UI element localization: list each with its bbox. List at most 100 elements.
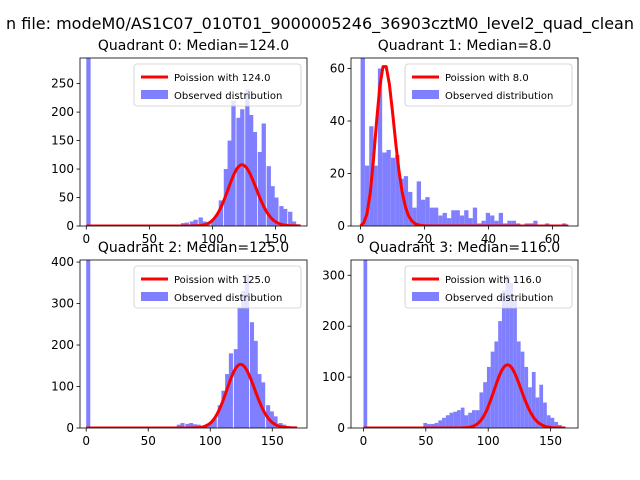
histogram-bar [539,384,544,428]
histogram-bar [237,307,242,428]
legend-label-poisson: Poission with 116.0 [445,275,541,286]
histogram-bar [270,186,275,226]
histogram-bar [248,114,254,226]
histogram-bar [505,275,510,428]
histogram-bar [490,215,495,226]
histogram-bar [546,415,551,428]
histogram-bar [485,212,491,226]
histogram-bar [442,212,447,226]
histogram-bar [189,221,195,226]
legend: Poission with 124.0 Observed distribution [133,63,302,107]
quadrant-0-panel: 0 50 100 150 0 50 100 150 200 250 Poission with 12… [51,38,308,246]
histogram-bar [479,392,484,428]
legend-label-observed: Observed distribution [445,293,553,304]
y-tick-label: 0 [66,219,74,233]
histogram-bar [494,220,499,226]
histogram-bar [403,176,409,226]
histogram-bar [269,411,274,428]
histogram-bar [550,417,555,428]
histogram-bar [180,423,185,428]
histogram-bar [257,151,263,226]
histogram-bar [490,351,495,428]
histogram-bar [433,207,439,226]
histogram-bar [245,89,250,226]
histogram-bar [408,191,413,226]
histogram-bar [412,207,417,226]
suptitle: n file: modeM0/AS1C07_010T01_9000005246_… [6,14,634,34]
histogram-bar [217,405,222,428]
histogram-bar [459,215,465,226]
histogram-bar [283,208,288,226]
y-tick-label: 0 [337,219,345,233]
histogram-bar [231,100,236,226]
histogram-bar [531,372,536,428]
histogram-bar [279,206,284,226]
quadrant-3-panel: 0 50 100 150 0 100 200 300 Poission with 116.0 Ob… [322,240,579,448]
x-tick-label: 150 [264,232,287,246]
x-tick-label: 0 [82,434,90,448]
y-tick-label: 20 [330,167,345,181]
histogram-bar [241,291,246,428]
histogram-bar [363,260,368,428]
legend-label-poisson: Poission with 124.0 [174,73,270,84]
histogram-bar [442,417,446,428]
histogram-bar [453,411,458,428]
x-tick-label: 0 [360,434,368,448]
histogram-bar [86,58,91,226]
x-tick-label: 50 [142,232,157,246]
histogram-bar [233,349,238,428]
histogram-bar [399,178,404,226]
histogram-bar [501,290,506,428]
y-tick-label: 200 [51,338,74,352]
axes-frame [79,259,308,429]
histogram-bar [438,215,443,226]
histogram-bar [266,166,271,226]
x-tick-label: 60 [545,232,560,246]
histogram-bar [273,416,278,428]
y-tick-label: 200 [51,105,74,119]
quadrant-2-panel: 0 50 100 150 0 100 200 300 400 Poission with 125.… [51,240,308,448]
histogram-bar [261,382,266,428]
histogram-bar [429,207,434,226]
x-tick-label: 20 [417,232,432,246]
x-tick-label: 150 [261,434,284,448]
histogram-bar [460,407,465,428]
x-tick-label: 0 [82,232,90,246]
histogram-bar [481,220,486,226]
histogram-bar [211,220,216,226]
histogram-bar [471,410,476,428]
histogram-bar [244,274,250,428]
histogram-bar [390,157,396,226]
histogram-bar [507,220,512,226]
histogram-bar [554,421,559,428]
x-tick-label: 0 [357,232,365,246]
histogram-bar [288,211,293,226]
x-tick-label: 50 [141,434,156,448]
legend: Poission with 116.0 Observed distribution [404,265,573,309]
legend: Poission with 125.0 Observed distribution [133,265,302,309]
histogram-bar [543,402,547,428]
histogram-bar [524,366,529,428]
histogram-bar [528,387,532,428]
legend-label-observed: Observed distribution [174,91,282,102]
legend-box [133,265,302,309]
histogram-bar [427,423,431,428]
histogram-bar [468,218,473,226]
panel-title: Quadrant 3: Median=116.0 [369,240,560,256]
histogram-bar [274,197,279,226]
histogram-bar [209,422,214,428]
x-tick-label: 100 [201,232,224,246]
histogram-bar [228,353,233,428]
histogram-bar [86,260,91,428]
plot-area [359,58,569,226]
histogram-bar [261,123,266,226]
histogram-bar [252,132,258,226]
histogram-bar [472,207,478,226]
axes-frame [79,57,308,227]
y-tick-label: 60 [330,62,345,76]
histogram-bar [468,412,472,428]
histogram-bar [434,422,439,428]
y-tick-label: 300 [51,297,74,311]
axes-frame [350,57,579,227]
poisson-curve [359,65,569,226]
